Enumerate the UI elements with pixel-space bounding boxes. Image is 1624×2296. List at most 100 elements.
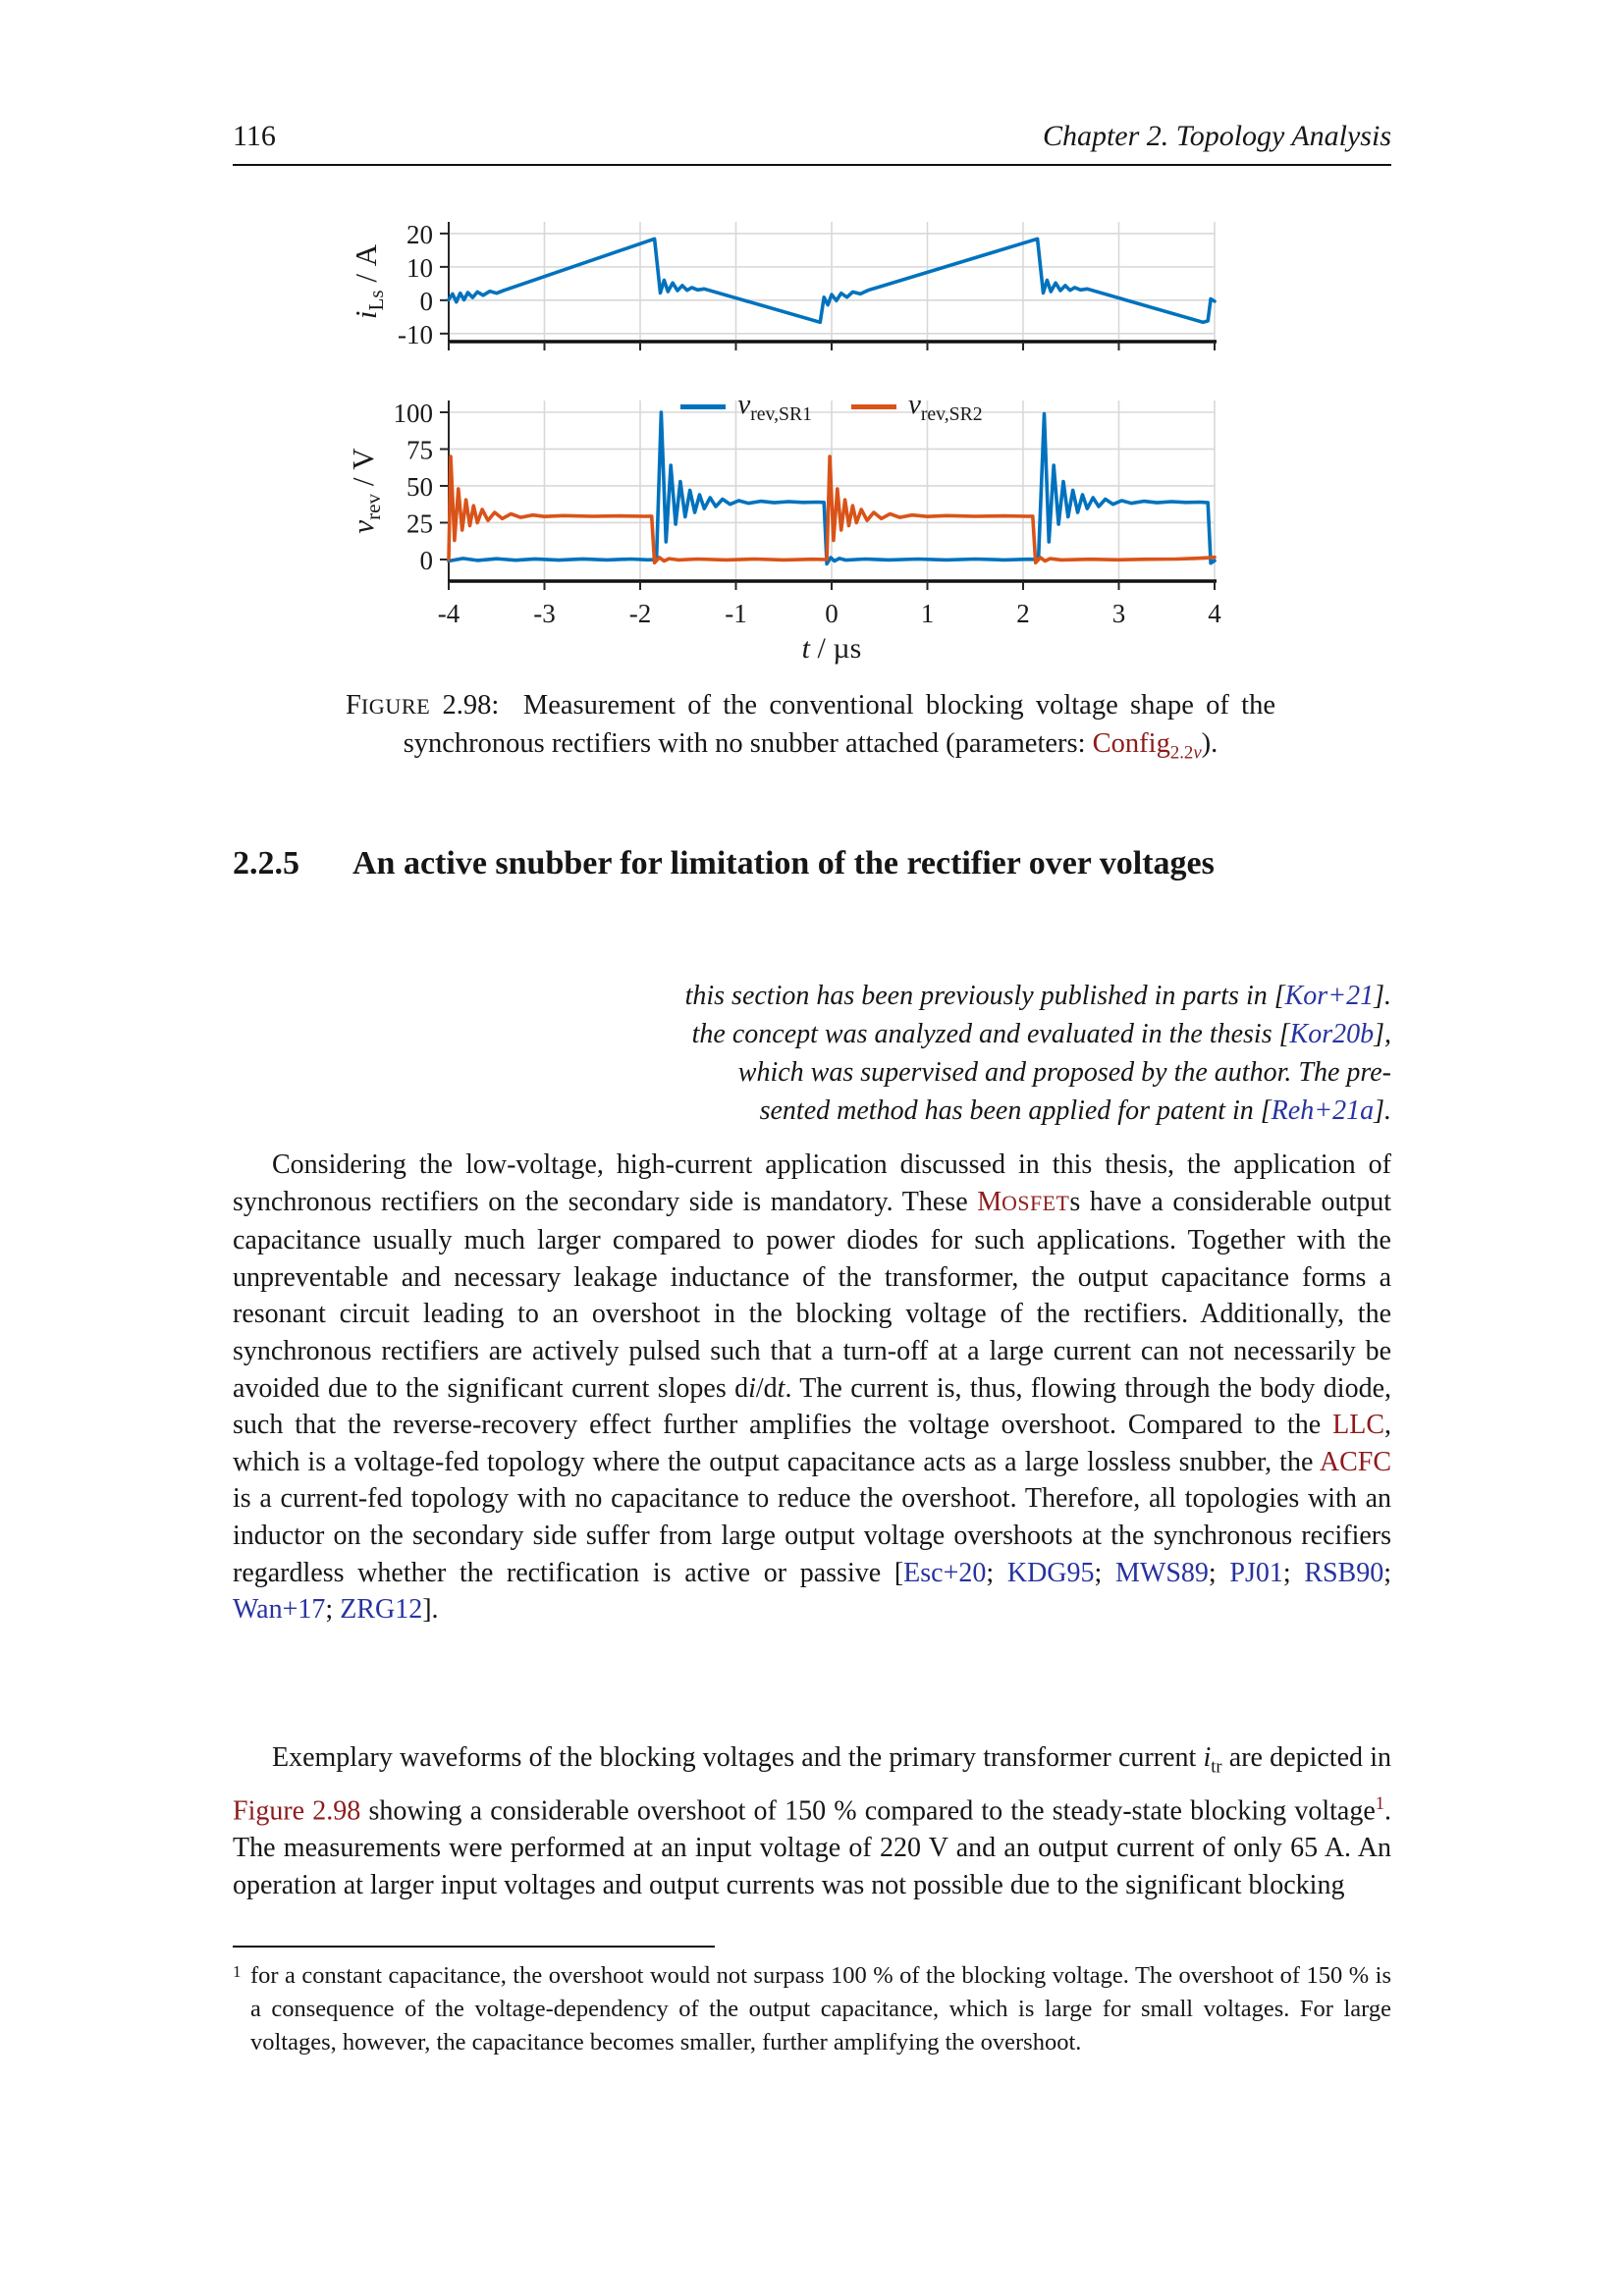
legend-variable: v [737,389,751,420]
series-line-vrev_SR2 [447,454,1217,565]
x-tick-label: 0 [825,599,839,628]
legend-line-swatch [851,404,896,410]
ylabel-variable: v [346,519,380,534]
footnote-marker: 1 [233,1962,242,1981]
text-run: Exemplary waveforms of the blocking volt… [272,1742,1204,1773]
y-tick-label: 100 [394,399,434,428]
section-number: 2.2.5 [233,845,299,881]
text-run: i [1203,1742,1212,1773]
citation-link[interactable]: MWS89 [1115,1557,1209,1588]
y-tick-label: 10 [406,253,433,283]
acronym-link[interactable]: ACFC [1319,1446,1391,1477]
series-line-vrev_SR1 [447,410,1217,566]
body-paragraph-2: Exemplary waveforms of the blocking volt… [233,1739,1391,1903]
page-number: 116 [233,120,276,152]
footnote: 1 for a constant capacitance, the oversh… [233,1959,1391,2059]
text-run: for a constant capacitance, the overshoo… [250,1962,1398,2056]
attribution-line: this section has been previously publish… [429,977,1391,1015]
text-run: ], [1374,1019,1391,1049]
attribution-block: this section has been previously publish… [429,977,1391,1130]
text-run: . The current is, thus, flowing through … [233,1372,1399,1441]
y-tick-label: 50 [406,472,433,502]
y-tick-label: 75 [406,435,433,464]
legend-subscript: rev,SR2 [920,402,983,425]
attribution-line: which was supervised and proposed by the… [429,1053,1391,1092]
acronym-link[interactable]: LLC [1332,1410,1384,1441]
text-run: ]. [1374,981,1391,1011]
x-tick-label: 1 [921,599,935,628]
citation-link[interactable]: Wan+17 [233,1594,326,1626]
figure-caption: FIGURE 2.98: Measurement of the conventi… [346,687,1275,773]
x-tick-label: -3 [533,599,556,628]
text-run: IGURE [360,694,431,719]
legend-label: vrev,SR2 [908,389,983,426]
text-run: ; [1282,1557,1305,1588]
text-run: i [748,1372,756,1404]
text-run: this section has been previously publish… [684,981,1285,1011]
cross-reference-link[interactable]: 1 [1375,1793,1384,1814]
text-run: Considering the low-voltage, high-curren… [233,1149,1398,1217]
text-run: t [777,1372,785,1404]
citation-link[interactable]: Esc+20 [903,1557,987,1588]
y-tick-label: 0 [420,546,434,575]
citation-link[interactable]: ZRG12 [340,1594,423,1626]
plot-legend: vrev,SR1 vrev,SR2 [449,389,1215,426]
citation-link[interactable]: RSB90 [1304,1557,1384,1588]
acronym-link[interactable]: OSFET [1001,1191,1070,1215]
text-run: s have a considerable output capacitance… [233,1186,1399,1404]
text-run: is a current-fed topology with no capaci… [233,1446,1398,1588]
text-run: which was supervised and proposed by the… [737,1057,1391,1088]
text-run: ; [1383,1557,1398,1588]
text-run: , which is a voltage-fed topology where … [233,1410,1398,1477]
x-tick-label: -2 [629,599,652,628]
header-rule [233,164,1391,166]
citation-link[interactable]: KDG95 [1006,1557,1095,1588]
y-tick-label: 25 [406,508,433,538]
text-run: tr [1211,1756,1222,1777]
x-axis-label: t / µs [801,632,862,665]
citation-link[interactable]: Kor20b [1289,1019,1375,1049]
chapter-header: Chapter 2. Topology Analysis [1042,120,1391,152]
ylabel-variable: i [349,310,383,320]
y-tick-label: 20 [406,220,433,249]
text-run: ; [986,1557,1007,1588]
text-run: F [346,690,361,721]
text-run: ; [1208,1557,1230,1588]
voltage-plot-ylabel: vrev / V [346,448,386,534]
body-paragraph-1: Considering the low-voltage, high-curren… [233,1147,1391,1629]
footnote-rule [233,1946,715,1948]
text-run: ). [1201,728,1218,759]
citation-link[interactable]: Reh+21a [1271,1095,1375,1126]
cross-reference-link[interactable]: Config [1092,728,1170,759]
footnote-text: for a constant capacitance, the overshoo… [250,1962,1397,2056]
text-run: . The measurements were performed at an … [233,1795,1398,1900]
text-run: 2.98: Measurement of the conventional bl… [403,690,1283,759]
attribution-line: the concept was analyzed and evaluated i… [429,1015,1391,1053]
acronym-link[interactable]: M [977,1186,1002,1217]
current-plot: 20 10 0 -10 [398,220,1217,350]
citation-link[interactable]: Kor+21 [1284,981,1375,1011]
text-run: the concept was analyzed and evaluated i… [691,1019,1290,1049]
text-run: sented method has been applied for paten… [759,1095,1272,1126]
legend-entry-vrev-sr2: vrev,SR2 [851,389,983,426]
text-run: showing a considerable overshoot of 150 … [360,1795,1376,1827]
series-line-iLs [447,237,1217,325]
legend-label: vrev,SR1 [737,389,812,426]
text-run: ]. [1374,1095,1391,1126]
cross-reference-link[interactable]: 2.2 [1169,742,1194,764]
cross-reference-link[interactable]: v [1193,742,1202,764]
cross-reference-link[interactable]: Figure 2.98 [233,1795,361,1827]
x-tick-label: -1 [725,599,747,628]
section-title: An active snubber for limitation of the … [352,845,1215,881]
legend-line-swatch [680,404,727,410]
x-tick-label: 2 [1016,599,1030,628]
section-heading: 2.2.5 An active snubber for limitation o… [233,840,1391,886]
attribution-line: sented method has been applied for paten… [429,1092,1391,1130]
citation-link[interactable]: PJ01 [1229,1557,1283,1588]
legend-entry-vrev-sr1: vrev,SR1 [680,389,812,426]
x-tick-label: 3 [1112,599,1126,628]
xlabel-variable: t [801,632,811,665]
ylabel-unit: A [349,243,383,267]
